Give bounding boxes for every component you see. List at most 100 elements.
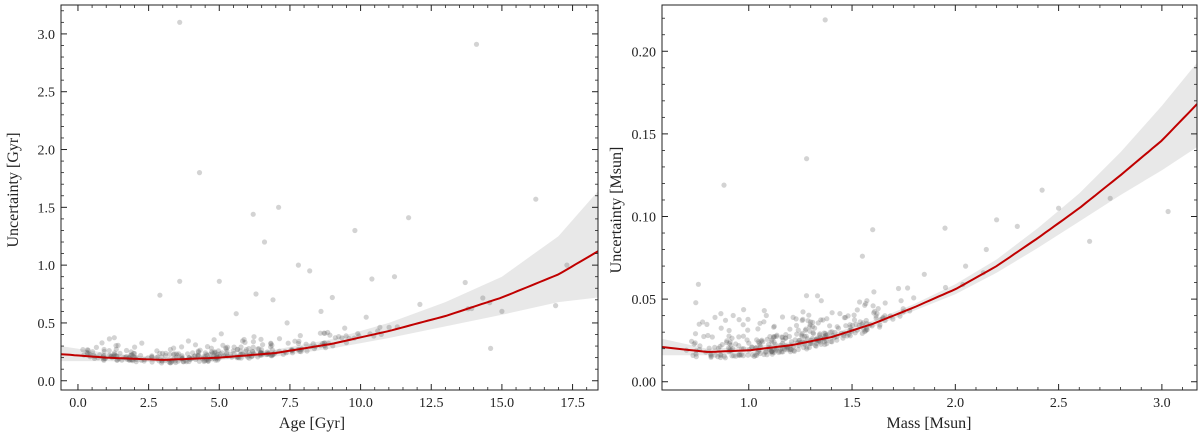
scatter-point [269,342,275,348]
scatter-point [693,300,699,306]
scatter-point [942,284,949,291]
scatter-point [231,344,237,350]
scatter-point [115,342,121,348]
scatter-point [802,327,809,333]
scatter-point [799,333,805,340]
scatter-point [355,331,361,337]
scatter-point [859,253,866,259]
scatter-point [797,337,803,344]
scatter-point [877,322,883,328]
scatter-point [163,350,169,356]
scatter-point [736,317,742,323]
scatter-point [721,353,727,359]
scatter-point [877,324,883,330]
scatter-point [857,319,863,325]
scatter-point [871,310,877,316]
scatter-point [859,321,865,327]
scatter-point [175,352,181,359]
scatter-point [827,329,834,335]
scatter-point [761,319,767,325]
scatter-point [99,340,105,346]
scatter-point [171,351,177,357]
scatter-point [276,204,282,210]
scatter-point [793,316,799,322]
scatter-point [462,279,468,286]
scatter-point [829,339,835,345]
scatter-point [129,352,135,358]
scatter-point [342,325,348,331]
scatter-point [725,345,732,351]
scatter-point [862,302,868,308]
scatter-point [781,346,788,352]
scatter-point [850,322,856,328]
scatter-point [260,342,266,348]
scatter-point [756,340,762,346]
scatter-point [752,352,758,358]
scatter-point [818,341,824,347]
scatter-point [112,352,118,358]
scatter-point [804,156,810,162]
scatter-point [845,313,851,319]
scatter-point [757,320,763,326]
scatter-point [325,329,331,336]
scatter-point [744,337,750,343]
scatter-point [295,340,302,347]
confidence-band [61,191,598,363]
scatter-point [818,317,824,323]
scatter-point [860,320,866,326]
scatter-point [832,329,838,336]
scatter-point [778,346,784,352]
scatter-point [772,334,778,340]
scatter-point [690,352,696,358]
scatter-point [749,352,756,358]
scatter-point [800,309,806,315]
scatter-point [815,320,821,326]
y-axis-label: Uncertainty [Gyr] [5,132,22,247]
scatter-point [740,322,746,328]
scatter-point [769,351,775,357]
scatter-point [85,347,91,353]
scatter-point [708,354,714,360]
scatter-point [755,339,762,345]
scatter-point [261,239,268,245]
scatter-point [717,354,724,361]
scatter-point [806,344,812,351]
scatter-point [318,308,324,314]
scatter-point [772,341,778,347]
scatter-point [717,343,723,350]
scatter-point [217,351,223,357]
scatter-point [223,346,229,352]
scatter-point [728,342,734,348]
scatter-point [322,330,328,336]
scatter-point [994,217,1000,223]
scatter-point [190,350,196,356]
scatter-point [771,339,777,345]
scatter-point [853,321,859,327]
scatter-point [804,346,810,352]
scatter-point [84,349,90,355]
scatter-point [297,333,303,339]
scatter-point [285,340,291,346]
scatter-point [270,297,276,303]
scatter-point [111,335,117,341]
scatter-point [132,344,138,350]
scatter-point [760,339,766,345]
scatter-point [235,347,241,353]
scatter-point [202,350,208,356]
scatter-point [303,341,309,347]
scatter-point [352,227,358,234]
scatter-point [769,339,775,345]
scatter-point [822,17,828,23]
y-tick-label: 2.0 [38,144,56,159]
scatter-point [842,314,849,321]
y-tick-label: 0.15 [632,128,657,143]
scatter-point [818,298,824,304]
scatter-point [117,350,123,356]
scatter-point [942,225,948,231]
scatter-point [863,317,869,324]
scatter-point [724,338,730,344]
x-tick-label: 1.5 [843,396,861,411]
scatter-point [715,345,722,351]
scatter-point [729,353,735,359]
